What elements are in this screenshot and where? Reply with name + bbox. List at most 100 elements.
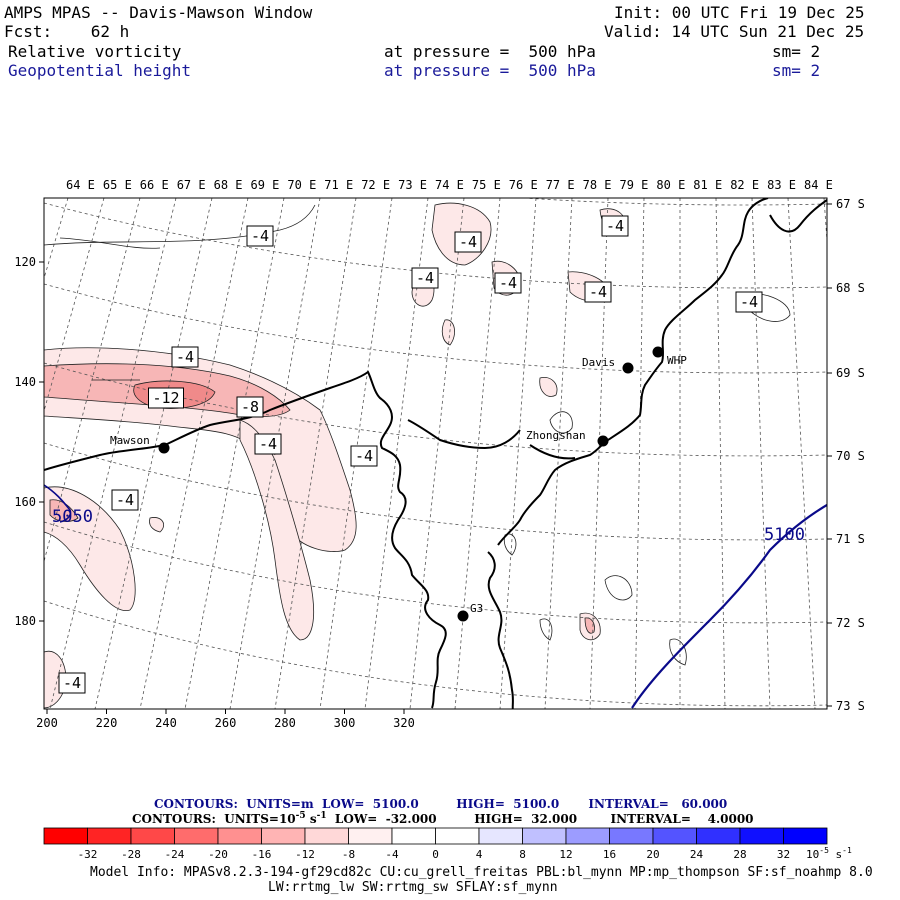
parallel-line bbox=[44, 283, 827, 374]
vorticity-label-box bbox=[601, 215, 629, 237]
bottom-axis-label: 280 bbox=[274, 716, 296, 730]
bottom-axis-label: 260 bbox=[215, 716, 237, 730]
colorbar-swatch bbox=[739, 827, 784, 845]
top-axis-label: 67 E bbox=[177, 178, 206, 192]
vorticity-label: -4 bbox=[116, 491, 134, 509]
bottom-axis-label: 220 bbox=[96, 716, 118, 730]
top-axis-label: 82 E bbox=[730, 178, 759, 192]
vorticity-label: -4 bbox=[499, 274, 517, 292]
vorticity-label: -4 bbox=[259, 435, 277, 453]
colorbar-unit-exponent: -5 bbox=[819, 846, 829, 855]
colorbar-swatch bbox=[435, 827, 480, 845]
meridian-line bbox=[499, 198, 537, 709]
vorticity-contour-info: CONTOURS: UNITS=10-5 s-1 LOW= -32.000 HI… bbox=[132, 811, 754, 826]
right-axis-label: 67 S bbox=[836, 197, 865, 211]
vorticity-label-box bbox=[411, 267, 439, 289]
meridian-line bbox=[44, 198, 105, 413]
height-label: 5100 bbox=[764, 525, 805, 545]
colorbar-swatch bbox=[522, 827, 567, 845]
vorticity-label-box bbox=[111, 489, 139, 511]
station-label: G3 bbox=[470, 602, 483, 615]
vorticity-shading bbox=[44, 202, 627, 709]
colorbar-swatch bbox=[174, 827, 219, 845]
vorticity-label: -4 bbox=[251, 227, 269, 245]
meridian-line bbox=[787, 198, 816, 709]
map-interior bbox=[0, 198, 827, 709]
vorticity-label: -4 bbox=[606, 217, 624, 235]
colorbar-tick-label: 24 bbox=[690, 848, 704, 861]
colorbar-tick-label: -16 bbox=[252, 848, 272, 861]
height-contour-5050 bbox=[44, 484, 72, 523]
top-axis-label: 66 E bbox=[140, 178, 169, 192]
meridian-line bbox=[274, 198, 357, 709]
top-axis-label: 69 E bbox=[251, 178, 280, 192]
top-axis-label: 68 E bbox=[214, 178, 243, 192]
parallel-line bbox=[519, 198, 827, 206]
bottom-axis: 200 220 240 260 280 300 320 bbox=[36, 709, 415, 730]
colorbar-tick-label: 0 bbox=[432, 848, 439, 861]
vorticity-contour-unit-exponent: -1 bbox=[316, 811, 327, 821]
left-axis: 120 140 160 180 bbox=[14, 255, 44, 628]
parallel-line bbox=[44, 600, 827, 707]
vorticity-label-box bbox=[171, 346, 199, 368]
meridian-line bbox=[139, 198, 249, 709]
colorbar-swatch bbox=[304, 827, 349, 845]
top-axis-label: 83 E bbox=[767, 178, 796, 192]
top-axis: 64 E 65 E 66 E 67 E 68 E 69 E 70 E 71 E 72 E 73 E… bbox=[66, 178, 833, 192]
stations: Mawson Davis WHP Zhongshan G3 bbox=[110, 346, 687, 622]
height-label: 5050 bbox=[52, 507, 93, 527]
field2-level: at pressure = 500 hPa bbox=[384, 61, 596, 80]
station-marker bbox=[457, 610, 469, 622]
colorbar-swatch bbox=[43, 827, 88, 845]
model-info-physics: LW:rrtmg_lw SW:rrtmg_sw SFLAY:sf_mynn bbox=[268, 880, 558, 895]
meridian-line bbox=[0, 198, 32, 709]
vorticity-label: -4 bbox=[740, 293, 758, 311]
colorbar-tick-label: 4 bbox=[476, 848, 483, 861]
vorticity-label: -12 bbox=[152, 389, 179, 407]
station-marker bbox=[597, 435, 609, 447]
colorbar-swatch bbox=[217, 827, 262, 845]
field1-name: Relative vorticity bbox=[8, 42, 182, 61]
colorbar-swatch bbox=[87, 827, 132, 845]
station-marker bbox=[622, 362, 634, 374]
right-axis-label: 69 S bbox=[836, 366, 865, 380]
right-axis-label: 70 S bbox=[836, 449, 865, 463]
colorbar-tick-label: -24 bbox=[165, 848, 185, 861]
top-axis-label: 73 E bbox=[398, 178, 427, 192]
colorbar-swatch bbox=[565, 827, 610, 845]
meridian-line bbox=[44, 198, 69, 280]
left-axis-label: 120 bbox=[14, 255, 36, 269]
colorbar-swatch bbox=[609, 827, 654, 845]
bottom-axis-label: 300 bbox=[334, 716, 356, 730]
meridian-line bbox=[184, 198, 285, 709]
colorbar-swatch bbox=[130, 827, 175, 845]
right-axis-label: 73 S bbox=[836, 699, 865, 713]
station-marker bbox=[652, 346, 664, 358]
colorbar-swatch bbox=[783, 827, 828, 845]
station-label: Zhongshan bbox=[526, 429, 586, 442]
vorticity-label: -4 bbox=[589, 283, 607, 301]
vorticity-label: -4 bbox=[459, 233, 477, 251]
colorbar-tick-label: 20 bbox=[646, 848, 659, 861]
meridian-line bbox=[409, 198, 465, 709]
height-labels: 5050 5100 bbox=[52, 507, 805, 545]
meridian-line bbox=[44, 198, 141, 563]
forecast-hour: Fcst: 62 h bbox=[4, 22, 130, 41]
vorticity-contour-range: LOW= -32.000 HIGH= 32.000 INTERVAL= 4.00… bbox=[326, 812, 754, 826]
top-axis-label: 64 E bbox=[66, 178, 95, 192]
colorbar-swatch bbox=[696, 827, 741, 845]
meridian-line bbox=[454, 198, 501, 709]
coastline bbox=[44, 198, 827, 709]
colorbar-tick-label: -12 bbox=[295, 848, 315, 861]
vorticity-label-box bbox=[148, 387, 184, 409]
map-frame bbox=[43, 197, 828, 710]
meridian-line bbox=[49, 198, 177, 709]
vorticity-label-box bbox=[494, 272, 522, 294]
vorticity-label-box bbox=[58, 672, 86, 694]
vorticity-labels: -4 -4 -4 -4 -4 -4 -4 -12 -8 -4 -4 -4 -4 -4 bbox=[58, 215, 763, 694]
field2-smoothing: sm= 2 bbox=[772, 61, 821, 80]
top-axis-label: 74 E bbox=[435, 178, 464, 192]
vorticity-contour-units: CONTOURS: UNITS=10 bbox=[132, 812, 296, 826]
vorticity-label-box bbox=[350, 445, 378, 467]
